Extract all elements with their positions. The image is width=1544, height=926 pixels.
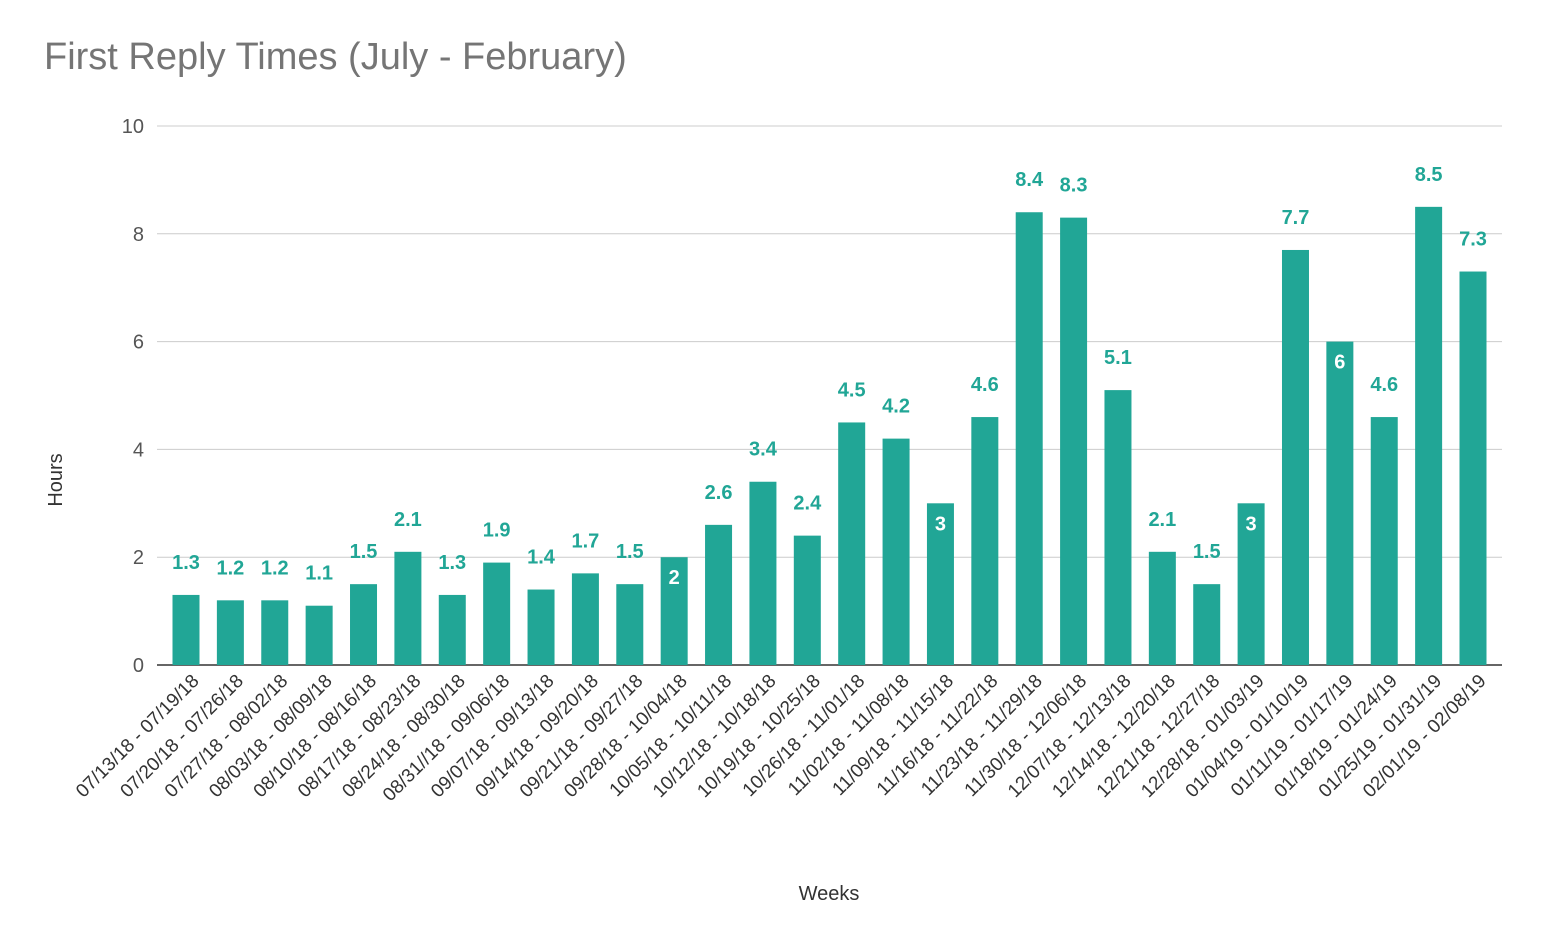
bar [749,481,777,665]
data-label: 1.2 [261,557,289,579]
data-label: 1.9 [483,520,511,542]
data-label: 7.7 [1282,207,1310,229]
bar [971,417,999,665]
data-label: 8.4 [1015,169,1044,191]
data-label: 3.4 [749,439,778,461]
y-tick-label: 2 [133,547,144,569]
bar [394,551,422,665]
bar [571,573,599,665]
data-label: 1.5 [350,541,378,563]
bar [1104,390,1132,665]
data-label: 5.1 [1104,347,1132,369]
y-axis-ticks: 0 2 4 6 8 10 [122,116,144,677]
bar [660,557,688,665]
x-axis-label: Weeks [799,883,860,905]
bar [483,562,511,665]
y-tick-label: 8 [133,224,144,246]
data-labels: 1.3 1.2 1.2 1.1 1.5 2.1 1.3 1.9 1.4 1.7 1.5 2 2.6 3.4… [172,164,1487,589]
bar [1193,584,1221,665]
bar [1237,503,1265,665]
data-label: 4.6 [971,374,999,396]
y-tick-label: 10 [122,116,144,138]
bar [350,584,378,665]
data-label: 1.1 [305,563,333,585]
bar [261,600,289,665]
y-tick-label: 0 [133,655,144,677]
data-label: 7.3 [1459,229,1487,251]
bars [172,206,1487,666]
data-label: 1.5 [1193,541,1221,563]
bar [1459,271,1487,665]
bar [1370,417,1398,665]
bar [216,600,244,665]
bar [838,422,866,665]
data-label: 1.7 [572,530,600,552]
data-label: 6 [1334,352,1345,374]
data-label: 1.4 [527,547,556,569]
data-label: 1.5 [616,541,644,563]
bar [438,594,466,665]
data-label: 4.5 [838,379,866,401]
data-label: 1.2 [216,557,244,579]
data-label: 4.6 [1370,374,1398,396]
bar [882,438,910,665]
bar [1148,551,1176,665]
bar [793,535,821,665]
data-label: 8.5 [1415,164,1443,186]
bar [705,524,733,665]
data-label: 1.3 [172,552,200,574]
y-tick-label: 6 [133,332,144,354]
data-label: 3 [1246,513,1257,535]
y-tick-label: 4 [133,439,144,461]
chart-title: First Reply Times (July - February) [44,36,627,78]
data-label: 2.6 [705,482,733,504]
data-label: 2 [669,567,680,589]
gridlines [157,125,1502,666]
data-label: 8.3 [1060,175,1088,197]
data-label: 3 [935,513,946,535]
bar [527,589,555,665]
bar [172,594,200,665]
data-label: 2.4 [793,493,822,515]
bar [1281,249,1309,665]
bar [1415,206,1443,665]
bar [616,584,644,665]
y-axis-label: Hours [45,453,67,506]
bar [305,605,333,665]
bar [1326,341,1354,665]
bar [1015,212,1043,666]
data-label: 4.2 [882,396,910,418]
data-label: 1.3 [438,552,466,574]
data-label: 2.1 [394,509,422,531]
bar [926,503,954,665]
bar [1060,217,1088,665]
data-label: 2.1 [1148,509,1176,531]
